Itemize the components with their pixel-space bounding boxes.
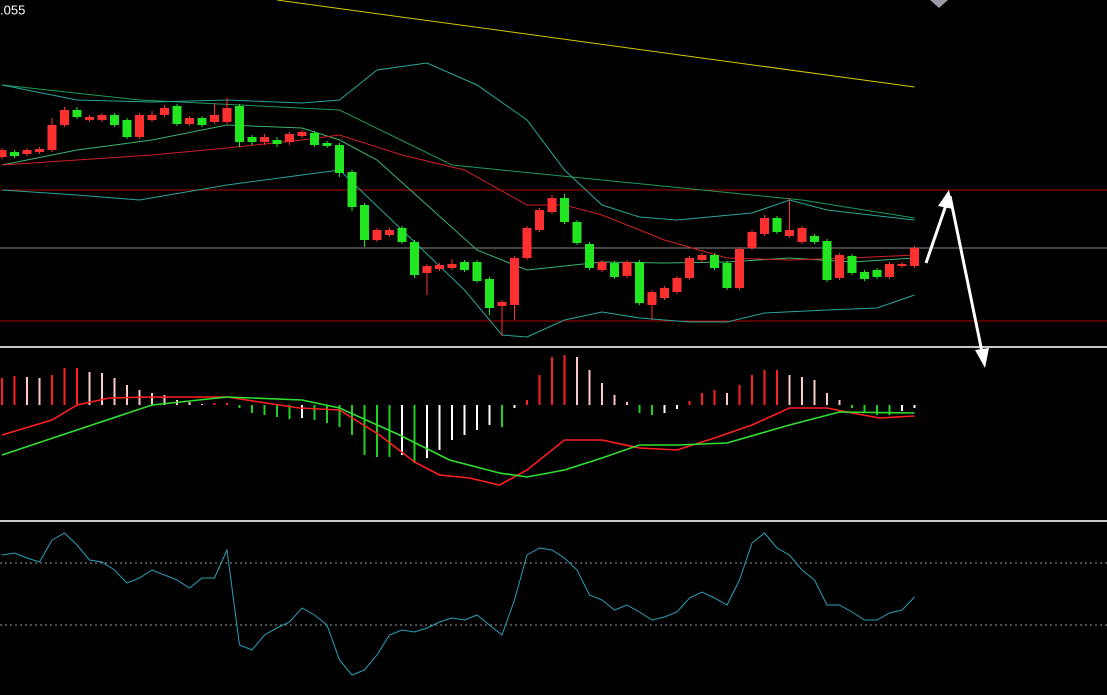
candle-body: [135, 115, 144, 137]
candle-body: [372, 230, 382, 240]
candle-body: [110, 115, 119, 125]
macd-line: [1, 396, 915, 478]
candle-body: [685, 258, 694, 278]
candle-body: [910, 248, 919, 266]
candle-body: [835, 255, 844, 278]
candle-body: [897, 264, 907, 266]
candle-body: [222, 108, 232, 122]
candle-body: [585, 244, 594, 268]
candle-body: [547, 198, 557, 212]
macd-line: [1, 396, 915, 486]
candle-body: [522, 228, 532, 258]
candle-body: [497, 302, 507, 306]
candle-body: [397, 228, 407, 242]
arrow-up: [924, 204, 948, 264]
candle-body: [272, 140, 282, 144]
candle-body: [822, 241, 832, 280]
candle-body: [147, 115, 157, 120]
candle-body: [460, 262, 469, 270]
candle-body: [735, 249, 744, 288]
candle-body: [185, 118, 194, 124]
candle-body: [472, 262, 482, 281]
candle-body: [610, 263, 619, 277]
candle-body: [0, 150, 7, 157]
candle-body: [285, 134, 294, 142]
arrow-head: [938, 190, 953, 209]
forecast-arrow: [924, 190, 989, 368]
candle-body: [360, 205, 369, 240]
candle-body: [560, 198, 569, 222]
candle-body: [85, 117, 94, 120]
indicator-line: [1, 62, 915, 221]
candle-body: [335, 145, 344, 173]
candle-body: [435, 265, 444, 269]
candle-body: [597, 262, 607, 270]
candle-body: [197, 118, 207, 125]
candle-body: [672, 278, 682, 292]
candle-body: [885, 264, 894, 277]
candle-body: [310, 133, 319, 145]
candle-body: [622, 262, 632, 276]
candle-body: [260, 137, 269, 142]
candle-body: [447, 264, 457, 268]
candle-body: [710, 255, 719, 268]
candle-body: [97, 115, 107, 120]
candle-body: [535, 210, 544, 230]
candle-body: [122, 120, 132, 137]
candle-body: [210, 115, 219, 122]
candle-body: [797, 228, 807, 242]
marker-icon: [930, 0, 948, 8]
candle-body: [810, 236, 819, 242]
candle-body: [172, 106, 182, 124]
candle-body: [785, 230, 794, 236]
candle-body: [872, 270, 882, 277]
candle-body: [347, 172, 357, 207]
candle-body: [572, 222, 582, 243]
candle-body: [647, 292, 657, 305]
candle-body: [485, 279, 494, 308]
indicator-line: [1, 124, 915, 271]
candle-body: [35, 149, 44, 152]
candle-body: [60, 110, 69, 125]
candle-body: [247, 137, 257, 142]
candle-body: [160, 108, 169, 115]
candle-body: [297, 132, 307, 136]
candle-body: [747, 232, 757, 248]
candle-body: [635, 262, 644, 303]
candle-body: [72, 110, 82, 117]
candle-body: [697, 255, 707, 260]
candle-body: [235, 106, 244, 142]
plot-layer: [0, 0, 1107, 676]
candle-body: [510, 258, 519, 305]
candle-body: [760, 218, 769, 234]
candle-body: [322, 143, 332, 146]
candle-body: [722, 263, 732, 288]
price-label: .055: [0, 2, 25, 17]
indicator-line: [1, 169, 915, 338]
candle-body: [410, 242, 419, 275]
arrow-head: [975, 348, 989, 368]
candle-body: [660, 288, 669, 298]
indicator-line: [276, 0, 915, 88]
indicator-line: [1, 134, 915, 261]
arrow-down: [948, 195, 984, 353]
indicator-line: [1, 84, 915, 219]
candle-body: [47, 125, 57, 150]
candle-body: [10, 152, 19, 156]
candle-body: [772, 218, 782, 232]
oscillator-line: [1, 532, 915, 676]
candle-body: [860, 272, 869, 279]
candle-body: [847, 256, 857, 273]
candle-body: [422, 266, 432, 273]
candle-body: [22, 150, 32, 154]
candle-body: [385, 230, 394, 235]
